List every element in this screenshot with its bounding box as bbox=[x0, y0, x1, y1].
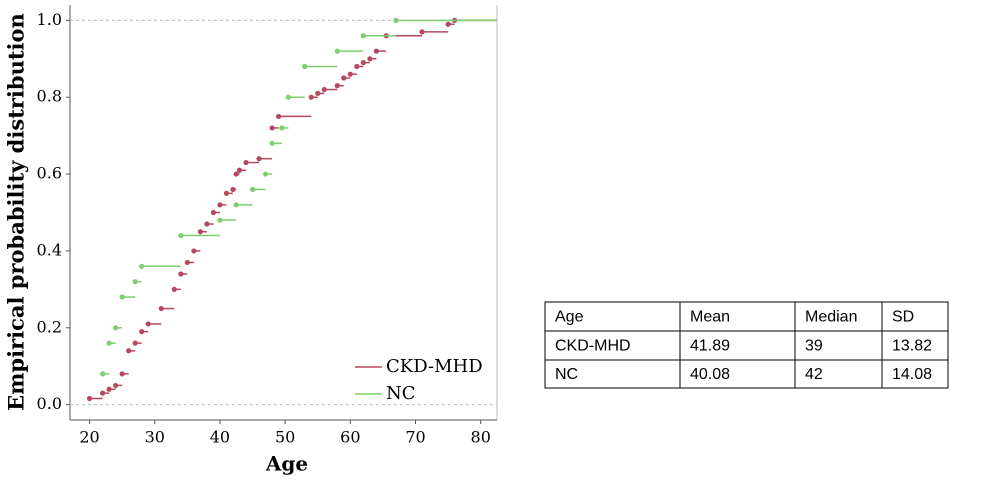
table-header-cell: Age bbox=[555, 309, 584, 326]
step-point bbox=[178, 271, 184, 277]
y-tick-label: 0.0 bbox=[37, 394, 62, 413]
x-tick-label: 40 bbox=[210, 428, 230, 447]
table-cell: 39 bbox=[805, 338, 823, 355]
y-tick-label: 0.2 bbox=[37, 317, 62, 336]
step-point bbox=[139, 263, 145, 269]
step-point bbox=[243, 159, 249, 166]
step-point bbox=[276, 113, 282, 120]
step-point bbox=[132, 340, 138, 346]
step-point bbox=[262, 171, 269, 177]
x-axis-label: Age bbox=[265, 452, 308, 476]
table-cell: 40.08 bbox=[690, 366, 730, 383]
step-point bbox=[113, 325, 119, 331]
table-cell: 42 bbox=[805, 366, 823, 383]
table-cell: 13.82 bbox=[892, 338, 932, 355]
step-point bbox=[393, 17, 399, 23]
step-point bbox=[367, 56, 373, 62]
step-point bbox=[256, 156, 262, 162]
step-point bbox=[373, 48, 379, 54]
step-point bbox=[106, 386, 112, 392]
step-point bbox=[223, 190, 230, 196]
legend-label: CKD-MHD bbox=[386, 356, 483, 377]
step-point bbox=[178, 232, 184, 239]
step-point bbox=[269, 125, 275, 131]
table-cell: CKD-MHD bbox=[555, 338, 631, 355]
y-tick-label: 0.8 bbox=[37, 87, 62, 106]
table-header-cell: SD bbox=[892, 309, 914, 326]
x-tick-label: 20 bbox=[79, 428, 99, 447]
step-point bbox=[341, 75, 347, 81]
step-point bbox=[99, 371, 106, 377]
x-tick-label: 30 bbox=[145, 428, 165, 447]
step-point bbox=[204, 221, 210, 227]
x-tick-label: 70 bbox=[405, 428, 425, 447]
step-point bbox=[191, 248, 197, 254]
step-point bbox=[360, 33, 366, 39]
x-tick-label: 50 bbox=[275, 428, 295, 447]
step-point bbox=[233, 202, 239, 208]
step-point bbox=[113, 382, 119, 389]
step-point bbox=[119, 294, 125, 300]
step-point bbox=[285, 94, 291, 100]
step-point bbox=[126, 348, 132, 354]
y-tick-label: 1.0 bbox=[37, 10, 62, 29]
step-point bbox=[158, 305, 164, 312]
step-point bbox=[217, 217, 223, 223]
step-point bbox=[119, 371, 125, 377]
step-point bbox=[171, 286, 177, 292]
step-point bbox=[184, 259, 190, 266]
step-point bbox=[419, 29, 425, 35]
x-tick-label: 60 bbox=[340, 428, 360, 447]
step-point bbox=[334, 83, 340, 89]
step-point bbox=[347, 71, 353, 77]
legend-label: NC bbox=[386, 383, 416, 404]
y-tick-label: 0.4 bbox=[37, 240, 62, 259]
step-point bbox=[334, 48, 340, 54]
step-point bbox=[132, 279, 138, 285]
table-cell: 41.89 bbox=[690, 338, 730, 355]
table-cell: 14.08 bbox=[892, 366, 932, 383]
step-point bbox=[249, 186, 256, 193]
step-point bbox=[217, 202, 223, 208]
table-header-cell: Mean bbox=[690, 309, 730, 326]
table-header-cell: Median bbox=[805, 309, 857, 326]
step-point bbox=[106, 340, 112, 346]
step-point bbox=[145, 321, 151, 327]
step-point bbox=[302, 63, 308, 70]
step-point bbox=[86, 395, 93, 402]
step-point bbox=[99, 390, 106, 396]
step-point bbox=[139, 329, 145, 335]
step-point bbox=[197, 229, 203, 235]
table-cell: NC bbox=[555, 366, 578, 383]
y-tick-label: 0.6 bbox=[37, 164, 62, 183]
step-point bbox=[236, 167, 243, 173]
step-point bbox=[269, 140, 275, 146]
table-border bbox=[544, 301, 949, 389]
y-axis-label: Empirical probability distribution bbox=[4, 13, 29, 411]
step-point bbox=[279, 125, 285, 131]
step-point bbox=[360, 60, 366, 66]
step-point bbox=[315, 90, 321, 96]
step-point bbox=[210, 209, 217, 216]
step-point bbox=[321, 86, 327, 93]
step-point bbox=[230, 186, 236, 193]
step-point bbox=[445, 21, 451, 27]
step-point bbox=[308, 94, 314, 100]
step-point bbox=[233, 171, 239, 177]
x-tick-label: 80 bbox=[471, 428, 491, 447]
step-point bbox=[354, 63, 360, 70]
